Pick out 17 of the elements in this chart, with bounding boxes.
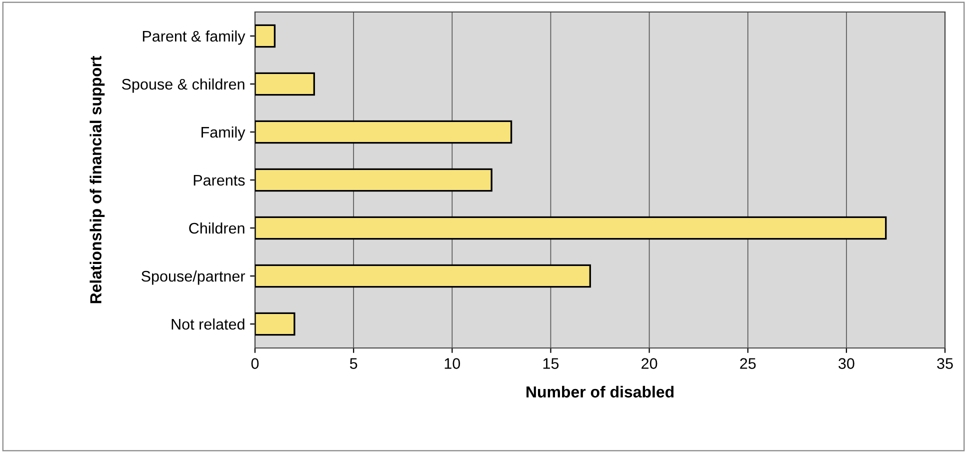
x-tick-label: 35 bbox=[937, 358, 953, 369]
x-tick-label: 5 bbox=[350, 358, 358, 369]
y-tick-label: Not related bbox=[172, 318, 244, 330]
x-tick-label: 25 bbox=[740, 358, 756, 369]
y-tick-label: Spouse & children bbox=[122, 78, 244, 93]
y-tick-label: Spouse/partner bbox=[142, 270, 246, 285]
x-tick-label: 30 bbox=[838, 358, 854, 369]
y-tick-label: Parents bbox=[194, 175, 245, 186]
y-tick-label: Parent & family bbox=[142, 30, 246, 45]
x-tick-label: 15 bbox=[543, 358, 559, 369]
x-axis-title: Number of disabled bbox=[526, 386, 674, 398]
x-tick-label: 10 bbox=[444, 358, 460, 369]
x-tick-label: 20 bbox=[642, 358, 658, 369]
x-tick-label: 0 bbox=[251, 358, 259, 369]
y-tick-label: Children bbox=[189, 222, 244, 234]
y-axis-title: Relationship of financial support bbox=[90, 56, 105, 304]
y-tick-label: Family bbox=[202, 126, 246, 141]
